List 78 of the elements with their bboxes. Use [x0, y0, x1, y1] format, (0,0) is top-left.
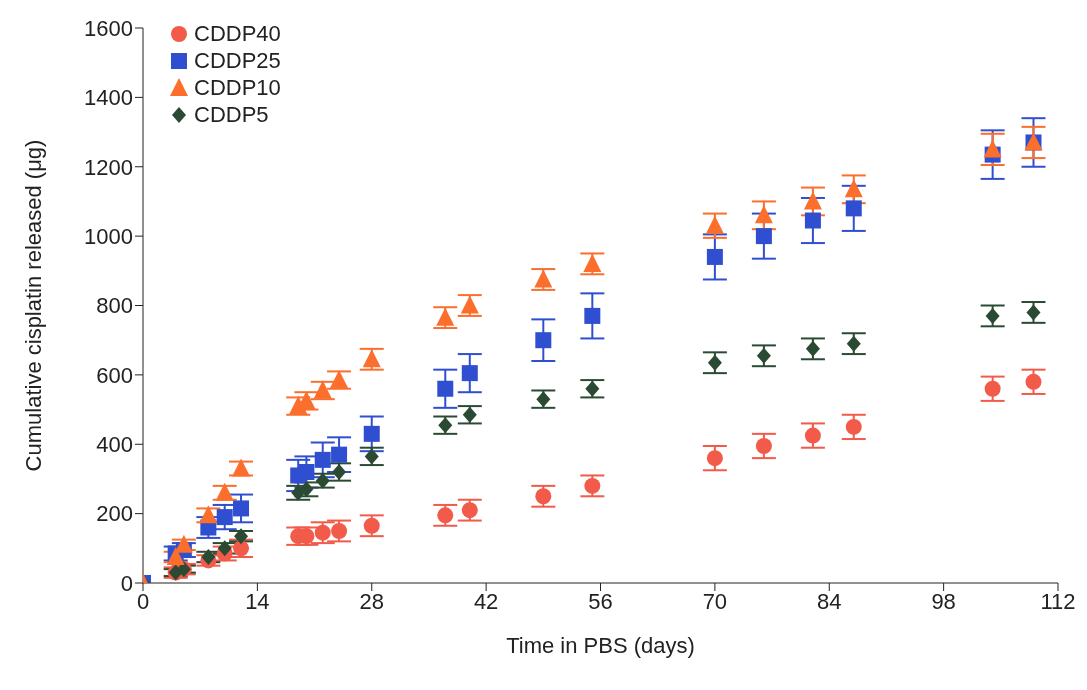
point [584, 477, 601, 494]
y-tick-label: 1200 [84, 154, 133, 180]
point [803, 191, 822, 210]
point [754, 205, 773, 224]
x-tick-label: 84 [817, 588, 842, 614]
point [845, 200, 862, 217]
x-tick-label: 70 [702, 588, 728, 614]
x-tick-label: 0 [136, 588, 150, 614]
point [584, 307, 601, 324]
point [216, 509, 233, 526]
y-tick-label: 400 [96, 432, 133, 458]
point [846, 335, 861, 352]
point [314, 524, 331, 541]
legend-label: CDDP25 [194, 47, 281, 74]
point [755, 228, 772, 245]
point [461, 365, 478, 382]
point [804, 427, 821, 444]
y-tick-label: 200 [96, 501, 133, 527]
y-tick-label: 600 [96, 362, 133, 388]
point [805, 340, 820, 357]
point [845, 418, 862, 435]
point [536, 391, 551, 408]
point [437, 380, 454, 397]
point [314, 451, 331, 468]
y-tick-label: 800 [96, 293, 133, 319]
point [215, 482, 234, 501]
point [233, 540, 250, 557]
y-tick-label: 1000 [84, 223, 133, 249]
point [364, 448, 379, 465]
x-tick-label: 98 [931, 588, 956, 614]
point [585, 380, 600, 397]
point [315, 472, 330, 489]
point [984, 380, 1001, 397]
point [233, 500, 250, 517]
x-tick-label: 56 [588, 588, 613, 614]
x-tick-label: 14 [245, 588, 270, 614]
point [363, 517, 380, 534]
point [174, 534, 193, 553]
point [332, 464, 347, 480]
point [706, 248, 723, 265]
point [298, 464, 315, 480]
point [756, 347, 771, 364]
point [1025, 373, 1042, 390]
point [437, 507, 454, 524]
point [363, 425, 380, 442]
point [804, 212, 821, 229]
y-tick-label: 0 [120, 570, 133, 596]
x-tick-label: 112 [1040, 588, 1076, 614]
x-axis-title: Time in PBS (days) [506, 633, 695, 658]
point [755, 437, 772, 454]
point [706, 450, 723, 467]
point [232, 458, 251, 477]
point [331, 446, 348, 463]
point [201, 548, 216, 565]
point [985, 307, 1000, 324]
point [462, 406, 477, 423]
point [299, 481, 314, 498]
point [234, 528, 249, 545]
point [461, 502, 478, 519]
point [199, 505, 218, 524]
x-tick-label: 28 [359, 588, 384, 614]
y-tick-label: 1400 [84, 85, 133, 111]
x-tick-label: 42 [473, 588, 499, 614]
point [438, 417, 453, 434]
point [1026, 304, 1041, 321]
point [217, 540, 232, 557]
legend-label: CDDP10 [194, 74, 281, 101]
point [535, 332, 552, 349]
point [705, 215, 724, 234]
point [707, 354, 722, 371]
y-tick-label: 1600 [84, 15, 133, 41]
point [983, 139, 1002, 158]
point [331, 522, 348, 539]
legend-label: CDDP5 [194, 101, 269, 128]
legend-label: CDDP40 [194, 20, 281, 47]
y-axis-title: Cumulative cisplatin released (μg) [20, 139, 46, 472]
point [535, 488, 552, 505]
point [844, 179, 863, 198]
